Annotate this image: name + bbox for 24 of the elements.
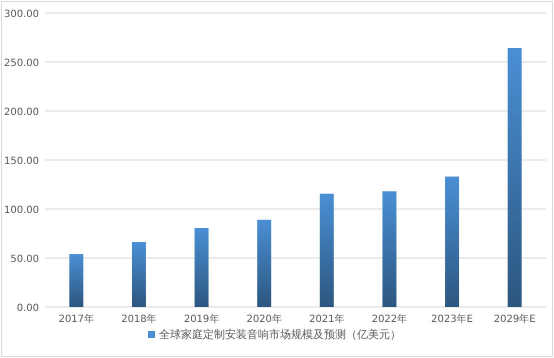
x-tick-label: 2029年E — [494, 313, 536, 325]
x-tick-label: 2022年 — [372, 313, 408, 325]
bar — [320, 194, 334, 307]
x-tick-label: 2017年 — [58, 313, 94, 325]
bar — [445, 176, 460, 307]
x-tick-label: 2023年E — [431, 313, 473, 325]
bar — [508, 48, 522, 307]
y-tick-label: 0.00 — [16, 303, 39, 314]
x-tick-label: 2021年 — [309, 313, 345, 325]
bar — [382, 191, 396, 307]
x-tick-label: 2020年 — [246, 313, 282, 325]
y-tick-label: 150.00 — [4, 156, 39, 167]
x-tick-label: 2019年 — [184, 313, 220, 325]
legend-label: 全球家庭定制安装音响市场规模及预测（亿美元） — [159, 328, 401, 341]
y-tick-label: 50.00 — [10, 254, 39, 265]
x-tick-label: 2018年 — [121, 313, 157, 325]
y-tick-label: 300.00 — [4, 9, 39, 20]
bar — [132, 242, 146, 307]
y-tick-label: 100.00 — [4, 205, 39, 216]
bar — [257, 220, 272, 307]
y-tick-label: 250.00 — [4, 58, 39, 69]
bar — [194, 228, 209, 307]
bar — [69, 254, 84, 307]
y-tick-label: 200.00 — [4, 107, 39, 118]
